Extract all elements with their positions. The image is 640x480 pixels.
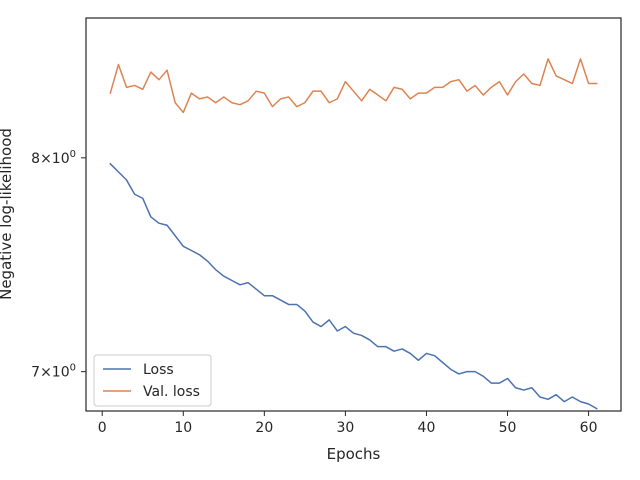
axes-frame <box>85 17 622 412</box>
x-tick-label: 20 <box>255 420 273 436</box>
x-tick-label: 0 <box>98 420 107 436</box>
plot-area <box>109 58 598 410</box>
y-axis-label: Negative log-likelihood <box>0 128 15 300</box>
y-tick-label: 8×100 <box>31 149 76 167</box>
x-tick-label: 30 <box>336 420 354 436</box>
x-tick-label: 10 <box>174 420 192 436</box>
legend: Loss Val. loss <box>93 354 212 407</box>
x-axis: 0 10 20 30 40 50 60 <box>98 411 598 436</box>
legend-label: Val. loss <box>143 384 200 400</box>
x-tick-label: 60 <box>580 420 598 436</box>
x-tick-label: 40 <box>418 420 436 436</box>
x-axis-label: Epochs <box>327 445 381 463</box>
x-tick-label: 50 <box>499 420 517 436</box>
y-tick-label: 7×100 <box>31 363 76 381</box>
legend-label: Loss <box>143 362 174 378</box>
legend-box <box>93 354 212 407</box>
series-line-1 <box>109 58 598 114</box>
y-axis: 8×100 7×100 <box>31 149 86 381</box>
